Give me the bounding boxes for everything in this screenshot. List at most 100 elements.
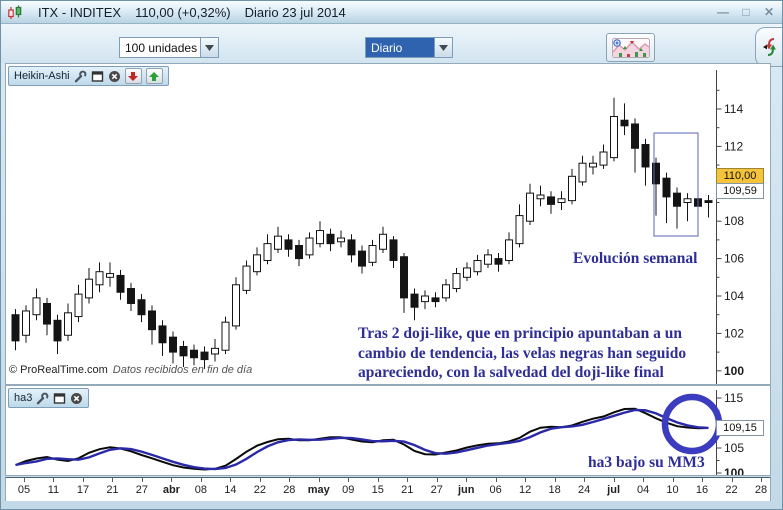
candle-body — [683, 198, 692, 203]
timeframe-dropdown[interactable]: Diario — [365, 37, 453, 58]
candle-body — [379, 233, 387, 250]
ha-close-marker: 109,59 — [716, 183, 764, 199]
chevron-down-icon — [439, 44, 448, 51]
units-dropdown-arrow[interactable] — [200, 38, 218, 57]
close-circle-icon[interactable] — [70, 392, 83, 405]
last-price-marker: 110,00 — [716, 168, 764, 184]
time-axis-tick — [318, 478, 320, 482]
price-axis-label: 104 — [724, 289, 744, 303]
candle-body — [515, 215, 524, 245]
doji-annotation-line1: Tras 2 doji-like, que en principio apunt… — [358, 325, 683, 342]
title-bar[interactable]: ITX - INDITEX 110,00 (+0,32%) Diario 23 … — [1, 1, 782, 24]
candle-body — [284, 239, 293, 250]
close-circle-icon[interactable] — [108, 70, 121, 83]
time-axis-label: 06 — [489, 484, 502, 496]
ha3-axis-label: 100 — [724, 466, 744, 475]
time-axis-label: 12 — [519, 484, 532, 496]
candle-body — [452, 273, 461, 290]
time-axis-label: 08 — [194, 484, 207, 496]
candle-body — [463, 267, 471, 278]
time-axis-label: 22 — [725, 484, 738, 496]
ha3-panel[interactable]: 115 105 100 ha3 109,15 ha3 bajo su MM3 — [5, 385, 771, 476]
red-down-arrow-icon — [128, 71, 139, 81]
weekly-range-rectangle[interactable] — [653, 132, 699, 237]
time-axis-label: abr — [162, 484, 180, 496]
heikin-ashi-chip[interactable]: Heikin-Ashi — [8, 66, 169, 86]
candle-body — [473, 259, 482, 273]
candle-body — [673, 192, 681, 207]
candle-body — [95, 271, 104, 286]
time-axis-label: 16 — [695, 484, 709, 496]
ha3-chip[interactable]: ha3 — [8, 388, 90, 408]
data-note: Datos recibidos en fin de día — [112, 364, 253, 376]
candle-body — [316, 230, 324, 245]
candle-body — [526, 192, 534, 222]
window-icon[interactable] — [53, 392, 66, 405]
price-axis-label: 102 — [724, 326, 744, 340]
candle-body — [263, 243, 272, 261]
candle-body — [662, 177, 671, 198]
candle-body — [704, 200, 713, 204]
candle-body — [641, 144, 650, 168]
time-axis-label: 11 — [47, 484, 60, 496]
minimize-icon[interactable]: — — [717, 5, 729, 19]
candle-body — [242, 265, 251, 291]
time-axis-tick — [525, 478, 527, 482]
timeframe-dropdown-value: Diario — [366, 38, 434, 57]
candle-body — [484, 254, 492, 265]
green-up-arrow-icon — [149, 71, 160, 81]
units-dropdown-value: 100 unidades — [125, 41, 198, 55]
candle-body — [631, 123, 639, 149]
timeframe-dropdown-arrow[interactable] — [434, 38, 452, 57]
move-up-button[interactable] — [145, 68, 163, 84]
ha3-axis-label: 115 — [724, 391, 743, 405]
candle-body — [106, 273, 114, 278]
candle-body — [568, 175, 576, 202]
instrument-name: ITX - INDITEX — [38, 4, 122, 20]
candle-body — [347, 239, 356, 256]
candle-body — [137, 299, 146, 316]
time-axis-label: 28 — [283, 484, 296, 496]
time-axis-tick — [112, 478, 114, 482]
units-dropdown[interactable]: 100 unidades — [119, 37, 219, 58]
time-axis-label: 28 — [754, 484, 768, 496]
time-axis-tick — [171, 478, 173, 482]
time-axis-label: 14 — [224, 484, 237, 496]
chart-options-button[interactable] — [606, 33, 655, 62]
candle-body — [53, 319, 62, 342]
time-axis-label: 04 — [636, 484, 650, 496]
candle-body — [410, 293, 419, 308]
wrench-icon[interactable] — [36, 392, 49, 405]
candle-body — [179, 345, 188, 357]
doji-annotation-line3: apareciendo, con la salvedad del doji-li… — [358, 364, 664, 381]
time-axis-tick — [584, 478, 586, 482]
close-icon[interactable]: ✕ — [763, 5, 775, 19]
ha3-axis-label: 105 — [724, 441, 744, 455]
time-axis-label: 09 — [342, 484, 355, 496]
time-axis[interactable]: 05 11 17 21 27 abr 08 14 22 28 may 09 15 21 27 jun 06 12 1… — [5, 477, 771, 501]
time-axis-tick — [731, 478, 733, 482]
timeframe-date: Diario 23 jul 2014 — [244, 4, 346, 20]
time-axis-tick — [672, 478, 674, 482]
candle-body — [253, 254, 261, 273]
maximize-icon[interactable]: □ — [742, 5, 750, 19]
time-axis-tick — [289, 478, 291, 482]
candle-body — [274, 235, 282, 250]
time-axis-tick — [24, 478, 25, 482]
move-down-button[interactable] — [124, 68, 142, 84]
copyright-note: © ProRealTime.com Datos recibidos en fin … — [9, 364, 252, 376]
candle-body — [547, 196, 555, 205]
candle-body — [589, 162, 597, 168]
window-icon[interactable] — [91, 70, 104, 83]
side-panel-toggle[interactable] — [755, 27, 782, 67]
wrench-icon[interactable] — [74, 70, 87, 83]
candle-body — [127, 288, 135, 304]
heikin-ashi-plot[interactable]: 114 112 108 106 104 102 100 — [6, 64, 770, 384]
time-axis-label: 24 — [577, 484, 591, 496]
candle-body — [610, 115, 618, 159]
candle-body — [22, 310, 30, 336]
candle-body — [358, 250, 366, 267]
heikin-ashi-panel[interactable]: 114 112 108 106 104 102 100 Heikin-Ashi — [5, 63, 771, 385]
time-axis-label: may — [307, 484, 330, 496]
